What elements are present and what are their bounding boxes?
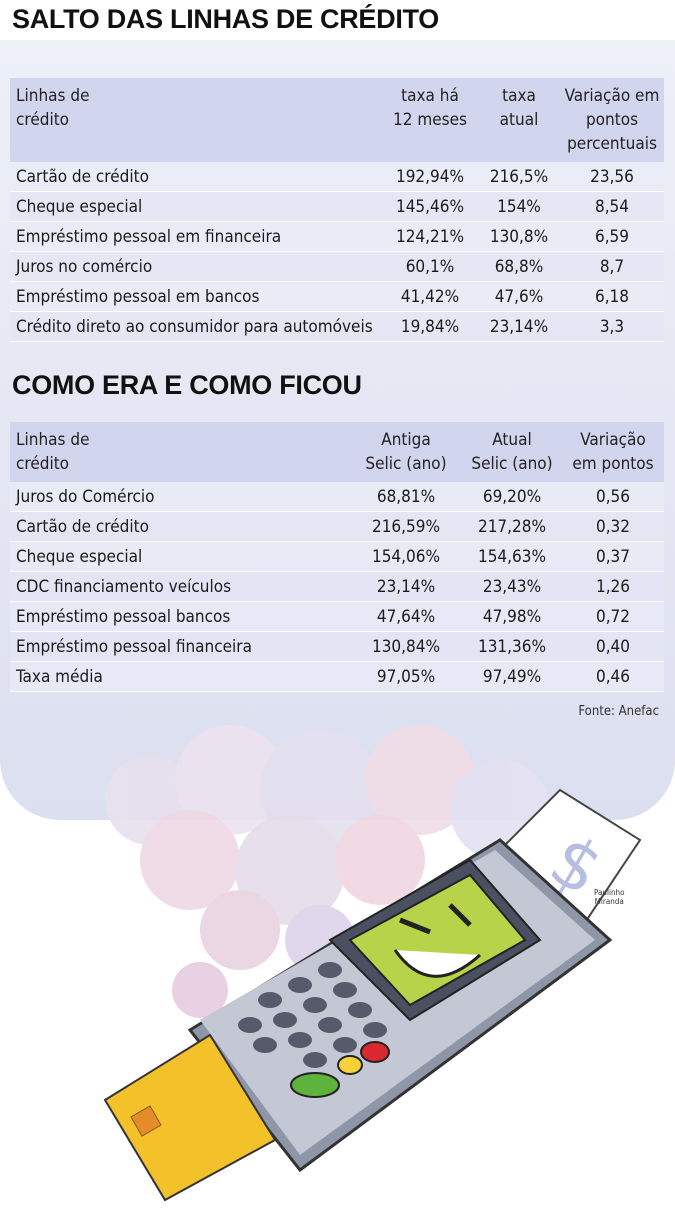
table-row: Cartão de crédito 192,94% 216,5% 23,56 <box>10 162 664 192</box>
table-cell: 97,05% <box>350 661 462 692</box>
table-cell: 217,28% <box>462 511 562 542</box>
table-cell: 130,8% <box>478 221 560 252</box>
table-row: Empréstimo pessoal em financeira 124,21% 1… <box>10 221 664 252</box>
table-cell: 23,14% <box>478 311 560 342</box>
screen-face <box>348 873 527 1007</box>
column-header: taxa há 12 meses <box>393 86 467 130</box>
table-cell: 216,59% <box>350 511 462 542</box>
table-cell: 41,42% <box>382 281 478 312</box>
table-cell: 0,40 <box>562 631 664 662</box>
table-row: CDC financiamento veículos 23,14% 23,43% 1,… <box>10 571 664 602</box>
column-header: Variação em pontos percentuais <box>564 86 660 154</box>
column-header: Linhas de crédito <box>16 86 90 130</box>
column-header: Atual Selic (ano) <box>471 430 553 474</box>
table-cell: 23,56 <box>560 162 664 192</box>
table-row: Juros no comércio 60,1% 68,8% 8,7 <box>10 251 664 282</box>
table-cell: 124,21% <box>382 221 478 252</box>
credit-card <box>103 1033 277 1202</box>
row-label: Juros do Comércio <box>10 482 350 512</box>
table-cell: 97,49% <box>462 661 562 692</box>
terminal-buttons <box>290 1041 390 1098</box>
receipt-paper: $ <box>498 788 642 932</box>
row-label: Empréstimo pessoal em financeira <box>10 221 382 252</box>
card-terminal-illustration: $ <box>103 725 642 1202</box>
table-cell: 47,98% <box>462 601 562 632</box>
row-label: Empréstimo pessoal bancos <box>10 601 350 632</box>
table-row: Crédito direto ao consumidor para automó… <box>10 311 664 342</box>
table-cell: 0,56 <box>562 482 664 512</box>
table-como-era: Linhas de crédito Antiga Selic (ano) Atual Se… <box>10 422 664 692</box>
table-cell: 3,3 <box>560 311 664 342</box>
row-label: Empréstimo pessoal financeira <box>10 631 350 662</box>
table-cell: 8,7 <box>560 251 664 282</box>
table-row: Juros do Comércio 68,81% 69,20% 0,56 <box>10 482 664 512</box>
row-label: Cartão de crédito <box>10 511 350 542</box>
table-cell: 23,43% <box>462 571 562 602</box>
table-cell: 6,59 <box>560 221 664 252</box>
table-header-row: Linhas de crédito taxa há 12 meses taxa atual… <box>10 78 664 162</box>
table-cell: 216,5% <box>478 162 560 192</box>
table-cell: 47,64% <box>350 601 462 632</box>
row-label: Empréstimo pessoal em bancos <box>10 281 382 312</box>
section-title-como-era: COMO ERA E COMO FICOU <box>12 370 362 400</box>
keypad <box>238 962 387 1068</box>
row-label: CDC financiamento veículos <box>10 571 350 602</box>
table-cell: 130,84% <box>350 631 462 662</box>
table-cell: 0,72 <box>562 601 664 632</box>
table-cell: 8,54 <box>560 191 664 222</box>
table-cell: 0,46 <box>562 661 664 692</box>
section-title-salto: SALTO DAS LINHAS DE CRÉDITO <box>12 4 439 34</box>
column-header: Antiga Selic (ano) <box>365 430 447 474</box>
table-cell: 0,32 <box>562 511 664 542</box>
table-cell: 60,1% <box>382 251 478 282</box>
table-cell: 68,81% <box>350 482 462 512</box>
table-cell: 19,84% <box>382 311 478 342</box>
table-cell: 154,63% <box>462 541 562 572</box>
table-cell: 47,6% <box>478 281 560 312</box>
table-row: Cartão de crédito 216,59% 217,28% 0,32 <box>10 511 664 542</box>
column-header: Variação em pontos <box>572 430 654 474</box>
row-label: Crédito direto ao consumidor para automó… <box>10 311 382 342</box>
table-row: Cheque especial 145,46% 154% 8,54 <box>10 191 664 222</box>
table-row: Cheque especial 154,06% 154,63% 0,37 <box>10 541 664 572</box>
table-cell: 154% <box>478 191 560 222</box>
illustrator-signature: Paulinho Miranda <box>594 888 625 906</box>
table-cell: 154,06% <box>350 541 462 572</box>
table-row: Empréstimo pessoal bancos 47,64% 47,98% 0,7… <box>10 601 664 632</box>
column-header: Linhas de crédito <box>16 430 90 474</box>
column-header: taxa atual <box>499 86 539 130</box>
table-cell: 131,36% <box>462 631 562 662</box>
row-label: Cartão de crédito <box>10 162 382 192</box>
row-label: Cheque especial <box>10 191 382 222</box>
table-cell: 69,20% <box>462 482 562 512</box>
table-cell: 68,8% <box>478 251 560 282</box>
row-label: Juros no comércio <box>10 251 382 282</box>
source-note: Fonte: Anefac <box>578 704 659 719</box>
table-cell: 0,37 <box>562 541 664 572</box>
row-label: Taxa média <box>10 661 350 692</box>
table-row: Empréstimo pessoal financeira 130,84% 131,… <box>10 631 664 662</box>
table-cell: 1,26 <box>562 571 664 602</box>
table-salto-linhas: Linhas de crédito taxa há 12 meses taxa atual… <box>10 78 664 342</box>
table-header-row: Linhas de crédito Antiga Selic (ano) Atual Se… <box>10 422 664 482</box>
table-row: Empréstimo pessoal em bancos 41,42% 47,6% 6… <box>10 281 664 312</box>
table-cell: 23,14% <box>350 571 462 602</box>
table-row: Taxa média 97,05% 97,49% 0,46 <box>10 661 664 692</box>
table-cell: 6,18 <box>560 281 664 312</box>
table-cell: 192,94% <box>382 162 478 192</box>
row-label: Cheque especial <box>10 541 350 572</box>
table-cell: 145,46% <box>382 191 478 222</box>
